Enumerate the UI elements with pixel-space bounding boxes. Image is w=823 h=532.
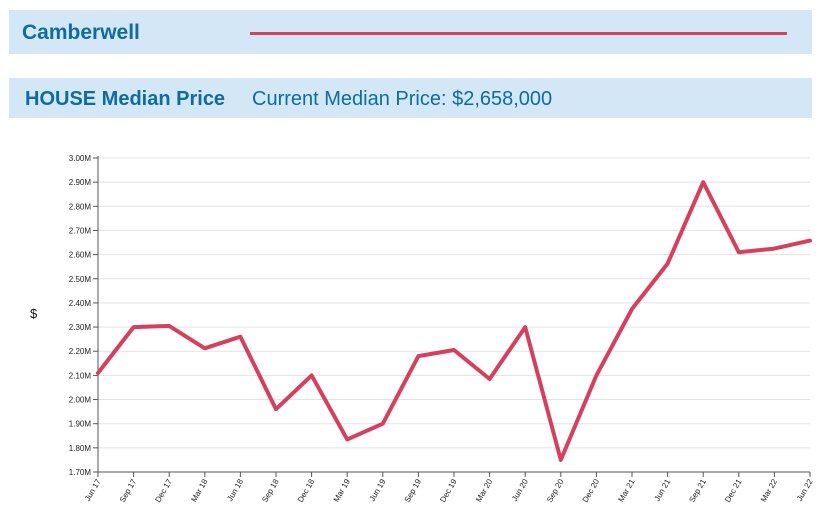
x-tick-label: Sep 21	[687, 477, 708, 504]
y-tick-label: 2.50M	[69, 275, 92, 284]
median-price-line-chart: 1.70M 1.80M 1.90M 2.00M 2.10M 2.20M 2.30M 2.40M…	[69, 154, 815, 504]
y-tick-label: 2.10M	[69, 371, 92, 380]
y-tick-label: 2.60M	[69, 251, 92, 260]
x-tick-label: Jun 18	[225, 477, 245, 503]
x-tick-label: Mar 21	[616, 477, 637, 504]
x-tick-label: Dec 21	[723, 477, 744, 504]
x-tick-label: Mar 20	[474, 477, 495, 504]
x-tick-label: Dec 18	[296, 477, 317, 504]
y-tick-label: 2.90M	[69, 178, 92, 187]
y-axis-label: $	[30, 306, 38, 321]
x-tick-label: Dec 20	[581, 477, 602, 504]
x-tick-label: Dec 17	[153, 477, 174, 504]
x-tick-label: Sep 18	[260, 477, 281, 504]
median-price-series-line	[96, 180, 812, 462]
property-type-title: HOUSE Median Price	[25, 88, 226, 110]
y-tick-label: 1.90M	[69, 420, 92, 429]
y-tick-label: 2.80M	[69, 202, 92, 211]
x-tick-label: Sep 20	[545, 477, 566, 504]
y-tick-label: 2.30M	[69, 323, 92, 332]
x-tick-label: Jun 19	[368, 477, 388, 503]
suburb-header-bar: Camberwell	[9, 10, 812, 54]
y-tick-label: 2.20M	[69, 347, 92, 356]
x-tick-label: Mar 22	[759, 477, 780, 504]
y-tick-label: 1.70M	[69, 468, 92, 477]
y-tick-label: 1.80M	[69, 444, 92, 453]
y-tick-label: 2.00M	[69, 396, 92, 405]
x-tick-label: Mar 18	[189, 477, 210, 504]
x-tick-label: Jun 22	[795, 477, 815, 503]
price-title-bar: HOUSE Median Price Current Median Price:…	[9, 78, 812, 118]
x-tick-label: Sep 19	[403, 477, 424, 504]
x-tick-label: Mar 19	[332, 477, 353, 504]
x-tick-label: Jun 20	[510, 477, 530, 503]
suburb-name: Camberwell	[22, 21, 140, 44]
y-tick-label: 2.70M	[69, 226, 92, 235]
x-tick-label: Dec 19	[438, 477, 459, 504]
current-median-price: Current Median Price: $2,658,000	[252, 88, 553, 110]
x-tick-label: Sep 17	[118, 477, 139, 504]
x-tick-label: Jun 21	[653, 477, 673, 503]
y-tick-label: 2.40M	[69, 299, 92, 308]
header-accent-rule	[250, 32, 787, 35]
x-tick-label: Jun 17	[83, 477, 103, 503]
y-tick-label: 3.00M	[69, 154, 92, 163]
